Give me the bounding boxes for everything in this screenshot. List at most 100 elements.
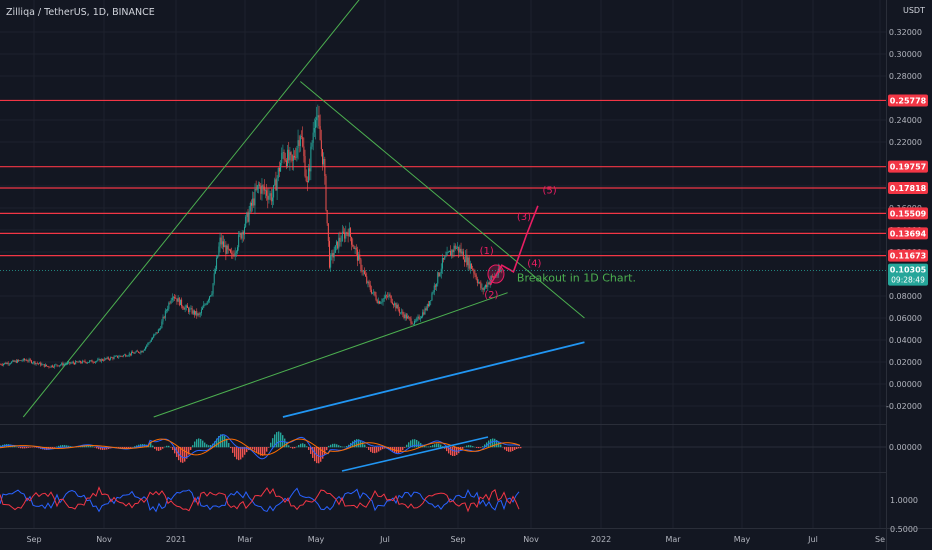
- candle-body-249: [289, 152, 291, 161]
- rsi-tick-1: 0.5000: [890, 525, 918, 534]
- macd-hist-163: [326, 447, 328, 451]
- candle-body-294: [341, 231, 343, 242]
- candle-body-325: [377, 301, 379, 304]
- candle-body-221: [256, 185, 258, 190]
- candle-body-185: [214, 269, 216, 274]
- candle-body-7: [7, 362, 9, 365]
- macd-hist-80: [160, 447, 162, 451]
- candle-body-111: [128, 353, 130, 356]
- signal-line: [0, 438, 521, 456]
- candle-body-375: [436, 283, 438, 287]
- time-label-6: Sep: [450, 535, 465, 544]
- macd-hist-32: [64, 445, 66, 448]
- candle-body-253: [294, 155, 296, 158]
- macd-hist-153: [306, 446, 308, 448]
- wave-label-5: (5): [542, 186, 556, 197]
- candle-body-370: [430, 300, 432, 302]
- macd-hist-87: [174, 447, 176, 454]
- candle-body-101: [117, 355, 119, 358]
- candle-body-406: [472, 268, 474, 270]
- candle-body-328: [381, 301, 383, 303]
- macd-hist-103: [206, 444, 208, 448]
- macd-hist-220: [440, 444, 442, 448]
- candle-body-93: [107, 357, 109, 360]
- macd-panel: [0, 431, 886, 472]
- candle-body-248: [288, 149, 290, 161]
- macd-hist-183: [366, 447, 368, 448]
- candle-body-25: [28, 359, 30, 362]
- macd-hist-27: [54, 447, 56, 448]
- candle-body-405: [471, 263, 473, 269]
- candle-body-204: [237, 247, 239, 252]
- macd-hist-47: [94, 447, 96, 448]
- candle-body-250: [290, 152, 292, 155]
- candle-body-89: [103, 360, 105, 362]
- current-price-countdown: 09:28:49: [891, 276, 925, 285]
- candle-body-307: [356, 249, 358, 261]
- time-axis[interactable]: Sep Nov 2021 Mar May Jul Sep Nov 2022 Mar May Jul Se: [26, 535, 885, 544]
- macd-hist-223: [446, 447, 448, 452]
- candle-body-394: [458, 246, 460, 253]
- macd-hist-187: [374, 447, 376, 454]
- macd-hist-52: [104, 447, 106, 450]
- candle-body-280: [325, 176, 327, 211]
- time-label-9: Mar: [665, 535, 681, 544]
- macd-hist-76: [152, 445, 154, 448]
- macd-hist-123: [246, 447, 248, 453]
- candle-body-234: [271, 197, 273, 202]
- candle-body-228: [264, 190, 266, 192]
- macd-hist-256: [512, 447, 514, 452]
- macd-hist-44: [88, 445, 90, 448]
- candle-body-42: [48, 366, 50, 368]
- candle-body-277: [321, 149, 323, 165]
- candle-body-37: [42, 363, 44, 365]
- macd-hist-130: [260, 447, 262, 456]
- macd-hist-155: [310, 447, 312, 454]
- candle-body-359: [417, 316, 419, 319]
- candle-body-363: [422, 312, 424, 317]
- candle-body-220: [255, 189, 257, 190]
- macd-hist-53: [106, 447, 108, 450]
- macd-hist-83: [166, 445, 168, 448]
- time-label-10: May: [734, 535, 751, 544]
- wave-label-4: (4): [527, 258, 541, 269]
- candle-body-360: [418, 316, 420, 320]
- candle-body-167: [193, 310, 195, 315]
- candle-body-230: [267, 195, 269, 200]
- candle-body-368: [427, 304, 429, 306]
- candle-body-1: [0, 364, 2, 365]
- candle-body-427: [496, 275, 498, 277]
- macd-hist-246: [492, 438, 494, 448]
- macd-hist-243: [486, 442, 488, 448]
- elliott-wave: (1) (2) (3) (4) (5): [480, 186, 557, 302]
- candle-body-120: [139, 352, 141, 354]
- candle-body-377: [438, 272, 440, 277]
- candle-body-387: [450, 250, 452, 256]
- candle-body-87: [100, 359, 102, 362]
- macd-hist-122: [244, 447, 246, 455]
- candle-body-372: [432, 292, 434, 294]
- candle-body-327: [380, 302, 382, 304]
- candle-body-281: [326, 210, 328, 224]
- price-axis[interactable]: 0.320000.300000.280000.240000.220000.180…: [886, 28, 928, 534]
- macd-hist-227: [454, 447, 456, 456]
- candle-body-78: [90, 360, 92, 361]
- candle-body-383: [445, 255, 447, 257]
- candle-body-130: [150, 339, 152, 342]
- wave-path: [489, 205, 539, 286]
- candle-body-189: [219, 237, 221, 247]
- macd-hist-114: [228, 442, 230, 448]
- macd-hist-242: [484, 444, 486, 448]
- macd-hist-108: [216, 438, 218, 448]
- candle-body-291: [338, 237, 340, 249]
- candle-body-31: [35, 363, 37, 365]
- macd-hist-165: [330, 444, 332, 448]
- macd-hist-168: [336, 444, 338, 448]
- macd-hist-215: [430, 445, 432, 448]
- level-tag-text-4: 0.13694: [890, 229, 927, 238]
- macd-hist-129: [258, 447, 260, 455]
- macd-hist-188: [376, 447, 378, 453]
- level-tag-2: [888, 182, 928, 195]
